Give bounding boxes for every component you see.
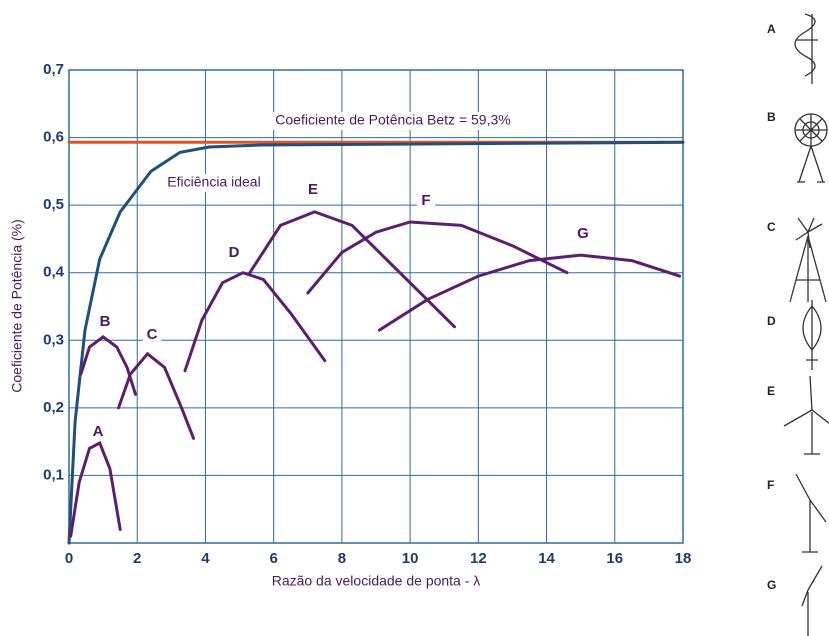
icon-label: F <box>767 478 774 492</box>
series-line <box>67 140 685 545</box>
icon-b <box>794 113 828 183</box>
series-line <box>377 253 682 332</box>
x-tick-label: 4 <box>201 550 210 567</box>
icon-label: B <box>767 110 776 124</box>
label-bg <box>304 181 322 199</box>
x-tick-label: 0 <box>65 550 73 567</box>
series-line <box>183 271 327 373</box>
x-tick-label: 14 <box>538 550 555 567</box>
curve-label: E <box>308 181 318 198</box>
series-line <box>69 440 122 538</box>
x-tick-label: 18 <box>675 550 692 567</box>
curve-label: C <box>147 326 158 343</box>
label-bg <box>96 313 114 331</box>
x-axis-title: Razão da velocidade de ponta - λ <box>272 573 481 589</box>
icon-g <box>801 565 823 636</box>
y-tick-label: 0,4 <box>43 264 65 281</box>
x-tick-label: 10 <box>402 550 419 567</box>
icon-label: A <box>767 22 776 36</box>
y-tick-label: 0,6 <box>43 129 64 146</box>
curve-label: G <box>577 225 589 242</box>
label-bg <box>225 244 243 262</box>
turbine-icons: A B C D E F G <box>767 13 829 636</box>
x-tick-label: 12 <box>470 550 487 567</box>
y-tick-label: 0,2 <box>43 399 64 416</box>
y-tick-label: 0,5 <box>43 196 64 213</box>
y-tick-label: 0,1 <box>43 466 64 483</box>
series-line <box>306 220 569 295</box>
label-bg <box>143 326 161 344</box>
ideal-annotation: Eficiência ideal <box>167 174 260 190</box>
y-tick-label: 0,7 <box>43 61 64 78</box>
x-tick-label: 6 <box>269 550 277 567</box>
icon-label: D <box>767 314 776 328</box>
icon-f <box>795 473 827 553</box>
label-bg <box>158 174 270 192</box>
x-tick-label: 16 <box>606 550 623 567</box>
series-line <box>117 351 195 440</box>
icon-label: E <box>767 384 775 398</box>
icon-label: C <box>767 220 776 234</box>
curve-label: A <box>93 423 104 440</box>
y-axis-title: Coeficiente de Potência (%) <box>9 219 25 393</box>
icon-a <box>794 13 818 84</box>
betz-annotation: Coeficiente de Potência Betz = 59,3% <box>275 112 510 128</box>
label-bg <box>417 192 435 210</box>
icon-e <box>783 375 829 455</box>
label-bg <box>574 225 592 243</box>
label-bg <box>240 112 546 130</box>
icon-c <box>789 217 827 303</box>
icon-label: G <box>767 578 776 592</box>
curve-label: B <box>100 313 111 330</box>
x-tick-label: 8 <box>338 550 346 567</box>
series-line <box>79 335 137 396</box>
x-tick-label: 2 <box>133 550 141 567</box>
curve-label: F <box>421 192 430 209</box>
curve-label: D <box>229 244 240 261</box>
icon-d <box>802 300 822 370</box>
y-tick-label: 0,3 <box>43 331 64 348</box>
label-bg <box>89 423 107 441</box>
plot-area <box>68 69 684 544</box>
